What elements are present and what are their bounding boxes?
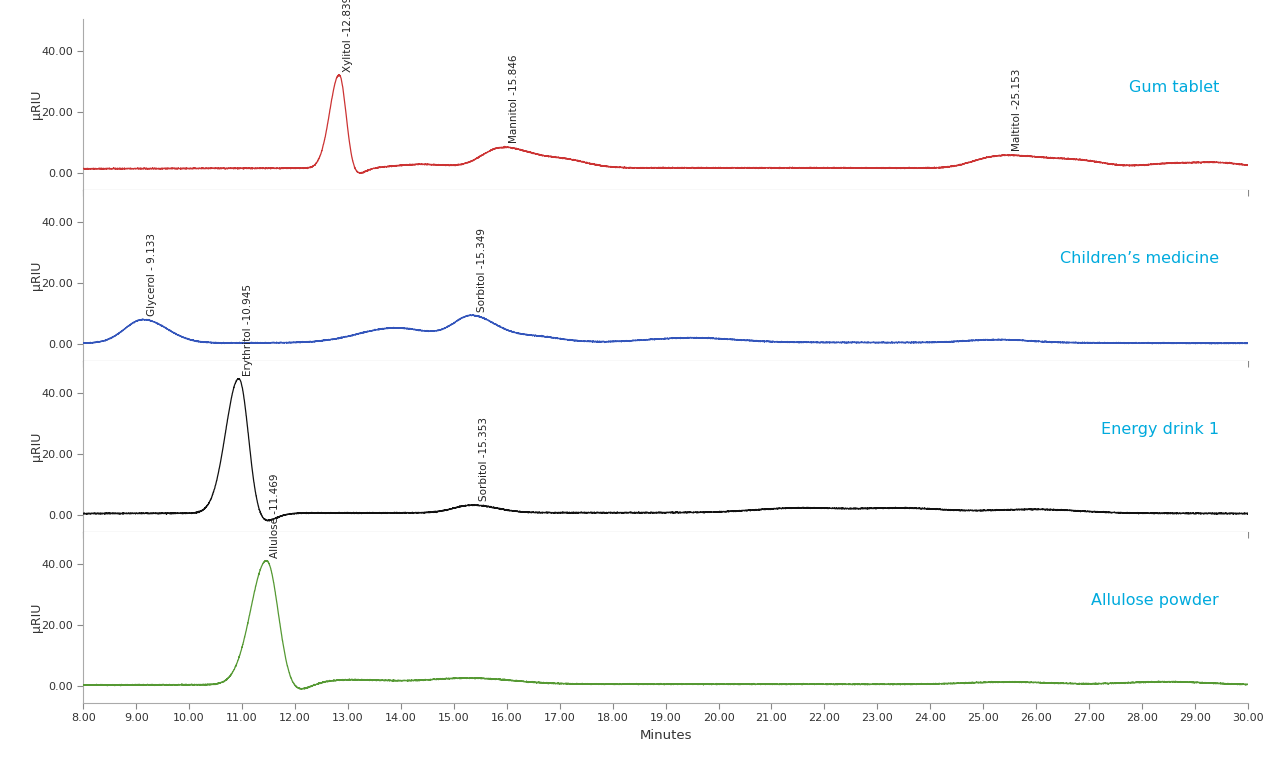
Text: Allulose -11.469: Allulose -11.469 [270, 473, 280, 558]
Text: Sorbitol -15.349: Sorbitol -15.349 [477, 228, 486, 312]
Y-axis label: μRIU: μRIU [31, 90, 44, 119]
Text: Sorbitol -15.353: Sorbitol -15.353 [479, 418, 489, 502]
Text: Xylitol -12.839: Xylitol -12.839 [343, 0, 353, 71]
Text: Mannitol -15.846: Mannitol -15.846 [509, 55, 518, 144]
Y-axis label: μRIU: μRIU [31, 261, 44, 290]
Text: Glycerol - 9.133: Glycerol - 9.133 [147, 233, 157, 316]
Text: Maltitol -25.153: Maltitol -25.153 [1012, 69, 1023, 151]
Text: Erythritol -10.945: Erythritol -10.945 [243, 283, 253, 376]
Y-axis label: μRIU: μRIU [31, 432, 44, 461]
Text: Energy drink 1: Energy drink 1 [1101, 422, 1219, 437]
Text: Children’s medicine: Children’s medicine [1060, 251, 1219, 266]
Y-axis label: μRIU: μRIU [31, 603, 44, 632]
Text: Allulose powder: Allulose powder [1091, 593, 1219, 607]
X-axis label: Minutes: Minutes [639, 729, 692, 742]
Text: Gum tablet: Gum tablet [1129, 80, 1219, 95]
